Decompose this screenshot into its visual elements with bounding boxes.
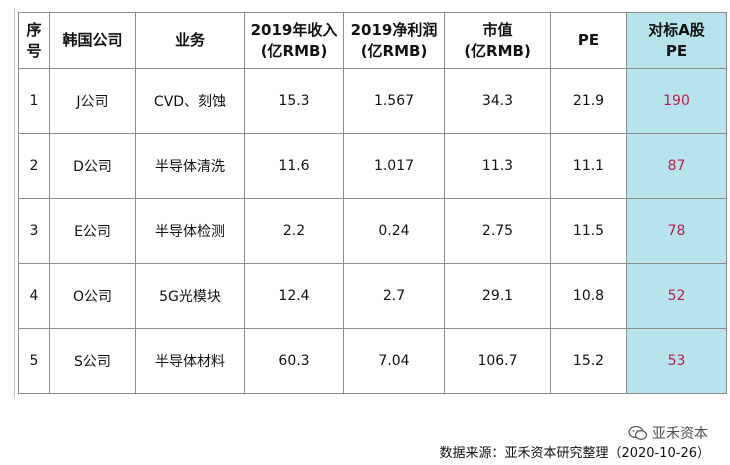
table-row: 3 E公司 半导体检测 2.2 0.24 2.75 11.5 78 [18, 198, 727, 264]
header-a-share-pe: 对标A股 PE [626, 12, 727, 69]
cell-market-cap: 106.7 [444, 328, 551, 394]
cell-company: S公司 [49, 328, 136, 394]
left-divider [14, 8, 15, 398]
cell-company: E公司 [49, 198, 136, 264]
cell-net-profit: 2.7 [343, 263, 445, 329]
header-net-profit: 2019净利润 (亿RMB) [343, 12, 445, 69]
header-business: 业务 [135, 12, 245, 69]
watermark-text: 亚禾资本 [652, 426, 708, 442]
cell-company: O公司 [49, 263, 136, 329]
cell-net-profit: 0.24 [343, 198, 445, 264]
cell-a-share-pe: 52 [626, 263, 727, 329]
cell-a-share-pe: 78 [626, 198, 727, 264]
cell-revenue: 12.4 [244, 263, 344, 329]
cell-business: 5G光模块 [135, 263, 245, 329]
header-market-cap: 市值 (亿RMB) [444, 12, 551, 69]
header-pe: PE [550, 12, 627, 69]
cell-market-cap: 2.75 [444, 198, 551, 264]
cell-pe: 11.1 [550, 133, 627, 199]
cell-revenue: 15.3 [244, 68, 344, 134]
cell-business: 半导体检测 [135, 198, 245, 264]
cell-index: 5 [18, 328, 50, 394]
table-row: 1 J公司 CVD、刻蚀 15.3 1.567 34.3 21.9 190 [18, 68, 727, 134]
header-index: 序号 [18, 12, 50, 69]
cell-index: 2 [18, 133, 50, 199]
cell-index: 4 [18, 263, 50, 329]
cell-net-profit: 1.567 [343, 68, 445, 134]
cell-revenue: 2.2 [244, 198, 344, 264]
cell-market-cap: 34.3 [444, 68, 551, 134]
wechat-logo-icon [628, 425, 648, 440]
cell-market-cap: 11.3 [444, 133, 551, 199]
cell-a-share-pe: 87 [626, 133, 727, 199]
source-note: 数据来源：亚禾资本研究整理（2020-10-26） [439, 446, 710, 461]
cell-revenue: 11.6 [244, 133, 344, 199]
cell-business: 半导体清洗 [135, 133, 245, 199]
table-row: 5 S公司 半导体材料 60.3 7.04 106.7 15.2 53 [18, 328, 727, 394]
cell-market-cap: 29.1 [444, 263, 551, 329]
cell-pe: 15.2 [550, 328, 627, 394]
cell-net-profit: 1.017 [343, 133, 445, 199]
header-row: 序号 韩国公司 业务 2019年收入 (亿RMB) 2019净利润 (亿RMB) 市… [18, 12, 727, 69]
cell-pe: 11.5 [550, 198, 627, 264]
cell-pe: 21.9 [550, 68, 627, 134]
watermark: 亚禾资本 [628, 423, 708, 443]
company-comparison-table: 序号 韩国公司 业务 2019年收入 (亿RMB) 2019净利润 (亿RMB) 市… [18, 12, 727, 394]
cell-company: J公司 [49, 68, 136, 134]
cell-pe: 10.8 [550, 263, 627, 329]
header-revenue: 2019年收入 (亿RMB) [244, 12, 344, 69]
cell-company: D公司 [49, 133, 136, 199]
cell-index: 3 [18, 198, 50, 264]
cell-business: CVD、刻蚀 [135, 68, 245, 134]
cell-a-share-pe: 53 [626, 328, 727, 394]
cell-index: 1 [18, 68, 50, 134]
table-row: 4 O公司 5G光模块 12.4 2.7 29.1 10.8 52 [18, 263, 727, 329]
cell-a-share-pe: 190 [626, 68, 727, 134]
cell-net-profit: 7.04 [343, 328, 445, 394]
table-row: 2 D公司 半导体清洗 11.6 1.017 11.3 11.1 87 [18, 133, 727, 199]
cell-revenue: 60.3 [244, 328, 344, 394]
cell-business: 半导体材料 [135, 328, 245, 394]
header-company: 韩国公司 [49, 12, 136, 69]
